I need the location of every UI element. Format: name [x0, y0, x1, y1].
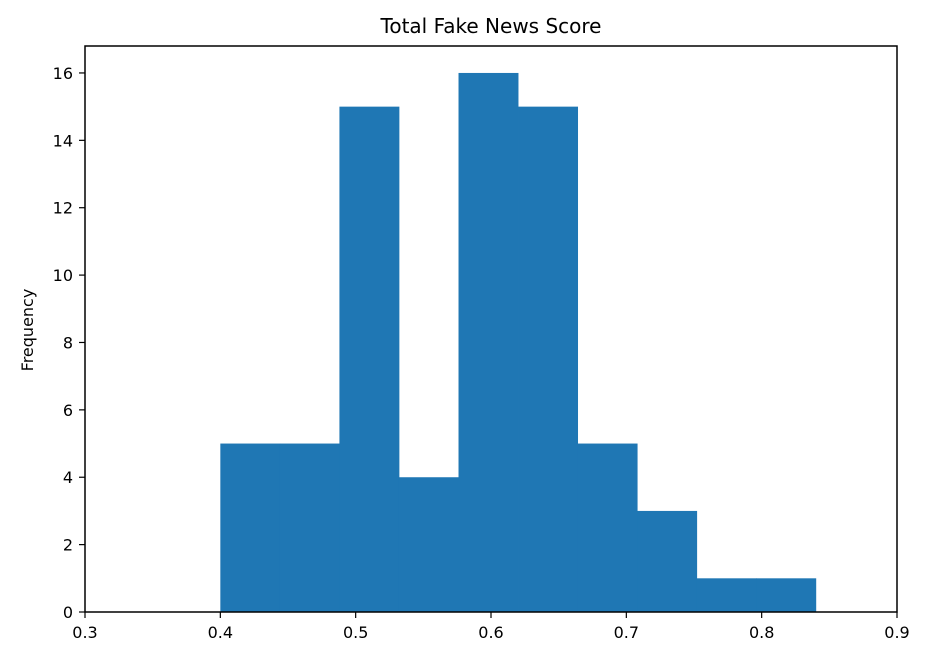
histogram-bar-1	[279, 443, 340, 612]
histogram-bar-3	[398, 477, 459, 612]
y-tick-label-0: 0	[63, 603, 73, 622]
x-tick-label-0: 0.3	[72, 623, 97, 642]
x-tick-label-4: 0.7	[614, 623, 639, 642]
histogram-bar-8	[696, 578, 757, 612]
chart-title: Total Fake News Score	[380, 14, 602, 38]
y-axis-ticks: 0 2 4 6 8 10 12 14 16	[53, 64, 85, 622]
histogram-bar-6	[577, 443, 638, 612]
histogram-bar-4	[458, 72, 519, 612]
histogram-bar-2	[339, 106, 400, 613]
y-tick-label-3: 6	[63, 401, 73, 420]
y-tick-label-2: 4	[63, 468, 73, 487]
histogram-bar-0	[220, 443, 281, 612]
y-tick-label-8: 16	[53, 64, 73, 83]
x-tick-label-5: 0.8	[749, 623, 774, 642]
y-tick-label-4: 8	[63, 333, 73, 352]
histogram-bars	[220, 72, 817, 613]
histogram-bar-5	[518, 106, 579, 613]
x-tick-label-3: 0.6	[478, 623, 503, 642]
y-tick-label-1: 2	[63, 536, 73, 555]
y-tick-label-7: 14	[53, 131, 73, 150]
y-tick-label-6: 12	[53, 199, 73, 218]
x-axis-ticks: 0.3 0.4 0.5 0.6 0.7 0.8 0.9	[72, 612, 910, 642]
histogram-bar-7	[637, 510, 698, 612]
y-tick-label-5: 10	[53, 266, 73, 285]
y-axis-label: Frequency	[18, 289, 37, 372]
histogram-bar-9	[756, 578, 817, 612]
x-tick-label-1: 0.4	[208, 623, 233, 642]
x-tick-label-2: 0.5	[343, 623, 368, 642]
x-tick-label-6: 0.9	[884, 623, 909, 642]
plot-area-frame	[84, 45, 898, 613]
